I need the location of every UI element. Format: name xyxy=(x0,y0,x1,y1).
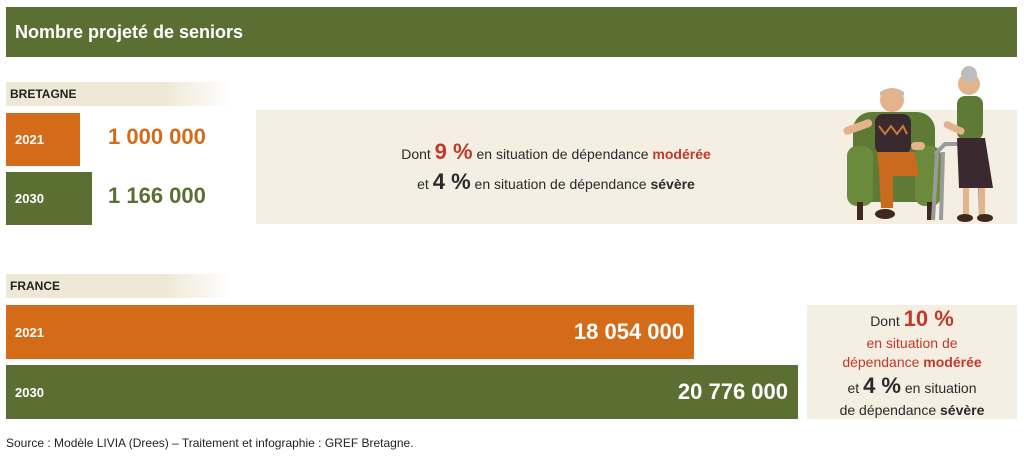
note-text: en situation de dépendance xyxy=(474,176,647,192)
note-text: de dépendance xyxy=(839,402,937,419)
note-text: dépendance xyxy=(842,353,920,370)
bar-year-label: 2021 xyxy=(15,324,44,340)
bretagne-value-2030: 1 166 000 xyxy=(108,183,206,208)
region-label-bretagne: BRETAGNE xyxy=(6,82,232,106)
note-kind-moderate: modérée xyxy=(652,146,711,163)
region-label-france: FRANCE xyxy=(6,274,232,298)
note-text: en situation xyxy=(904,380,977,397)
bretagne-bar-2021: 2021 xyxy=(6,113,80,166)
note-kind-severe: sévère xyxy=(650,176,695,192)
france-bar-2021: 2021 18 054 000 xyxy=(6,305,694,359)
page-title: Nombre projeté de seniors xyxy=(6,7,1017,57)
france-bar-2030: 2030 20 776 000 xyxy=(6,365,798,419)
note-percent: 10 % xyxy=(903,305,954,331)
note-text: en situation de xyxy=(866,334,958,351)
note-percent: 4 % xyxy=(432,169,471,194)
elderly-couple-illustration xyxy=(843,66,993,222)
note-text: en situation de dépendance xyxy=(476,146,649,163)
bretagne-bar-2030: 2030 xyxy=(6,172,92,225)
note-text: Dont xyxy=(401,146,431,163)
source-note: Source : Modèle LIVIA (Drees) – Traiteme… xyxy=(6,436,414,450)
france-dependency-note: Dont 10 % en situation de dépendance mod… xyxy=(807,305,1017,419)
bar-year-label: 2030 xyxy=(15,384,44,400)
note-text: et xyxy=(847,380,860,397)
note-kind-moderate: modérée xyxy=(923,353,982,370)
bar-year-label: 2021 xyxy=(15,132,44,147)
france-value-2030: 20 776 000 xyxy=(677,379,788,404)
bretagne-value-2021: 1 000 000 xyxy=(108,124,206,149)
france-value-2021: 18 054 000 xyxy=(573,319,684,344)
bar-year-label: 2030 xyxy=(15,191,44,206)
note-percent: 4 % xyxy=(863,373,901,399)
note-text: Dont xyxy=(870,312,900,329)
note-percent: 9 % xyxy=(434,139,473,165)
note-text: et xyxy=(417,176,429,192)
note-kind-severe: sévère xyxy=(940,402,985,419)
